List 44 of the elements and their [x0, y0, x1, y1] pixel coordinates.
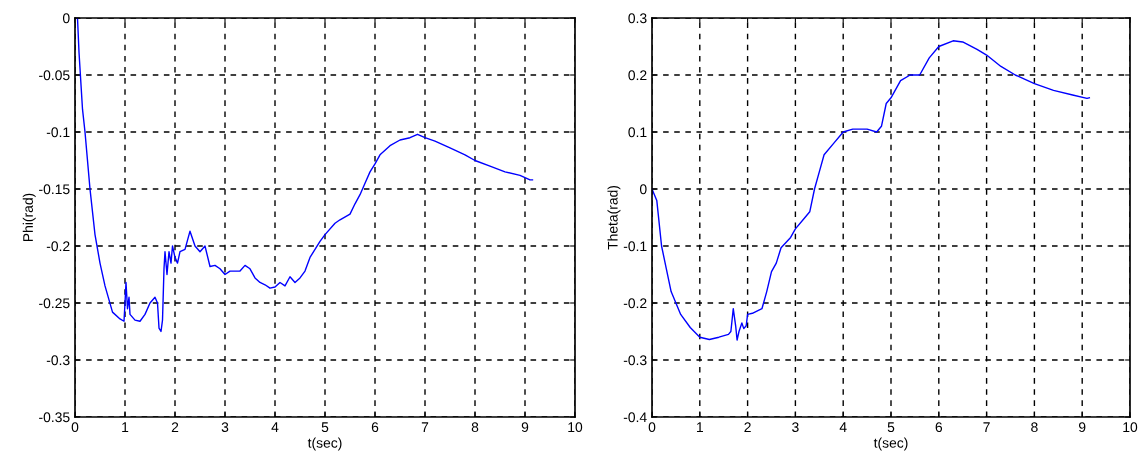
- x-tick-label: 4: [271, 422, 279, 432]
- x-tick-label: 7: [983, 422, 990, 432]
- x-axis-title: t(sec): [873, 437, 908, 451]
- y-tick-label: 0.2: [628, 70, 647, 81]
- y-tick-label: -0.4: [623, 412, 647, 423]
- x-tick-label: 9: [521, 422, 529, 433]
- y-tick-label: 0.3: [628, 13, 647, 24]
- y-tick-label: 0: [639, 184, 647, 195]
- x-tick-label: 7: [421, 422, 429, 432]
- y-tick-label: -0.2: [46, 241, 70, 252]
- y-tick-label: -0.2: [623, 298, 647, 309]
- x-tick-label: 5: [887, 422, 895, 433]
- y-tick-label: -0.15: [39, 184, 70, 195]
- x-axis-title: t(sec): [307, 437, 342, 451]
- y-tick-label: -0.05: [39, 70, 70, 81]
- y-tick-label: -0.1: [46, 127, 70, 138]
- x-tick-label: 8: [1031, 422, 1038, 433]
- x-tick-label: 9: [1078, 422, 1086, 433]
- x-tick-label: 5: [321, 422, 329, 433]
- y-tick-label: 0: [62, 13, 70, 24]
- y-tick-label: -0.35: [39, 412, 70, 423]
- y-axis-title: Phi(rad): [22, 193, 36, 242]
- line-series: [652, 40, 1091, 341]
- x-tick-label: 2: [744, 422, 751, 432]
- y-tick-label: -0.1: [623, 241, 647, 252]
- x-tick-label: 3: [792, 422, 799, 433]
- x-tick-label: 8: [471, 422, 479, 433]
- y-axis-title: Theta(rad): [607, 185, 621, 250]
- x-tick-label: 3: [221, 422, 229, 433]
- y-tick-label: -0.3: [46, 355, 70, 366]
- y-tick-label: -0.25: [39, 298, 70, 309]
- x-tick-label: 2: [171, 422, 179, 432]
- y-tick-label: 0.1: [628, 127, 647, 138]
- x-tick-label: 0: [71, 422, 79, 433]
- line-series: [75, 18, 534, 333]
- x-tick-label: 6: [935, 422, 943, 433]
- x-tick-label: 10: [1123, 422, 1138, 433]
- y-tick-label: -0.3: [623, 355, 647, 366]
- x-tick-label: 1: [122, 422, 129, 432]
- x-tick-label: 0: [648, 422, 656, 433]
- x-tick-label: 6: [371, 422, 379, 433]
- x-tick-label: 10: [568, 422, 583, 433]
- x-tick-label: 4: [839, 422, 847, 432]
- x-tick-label: 1: [697, 422, 703, 432]
